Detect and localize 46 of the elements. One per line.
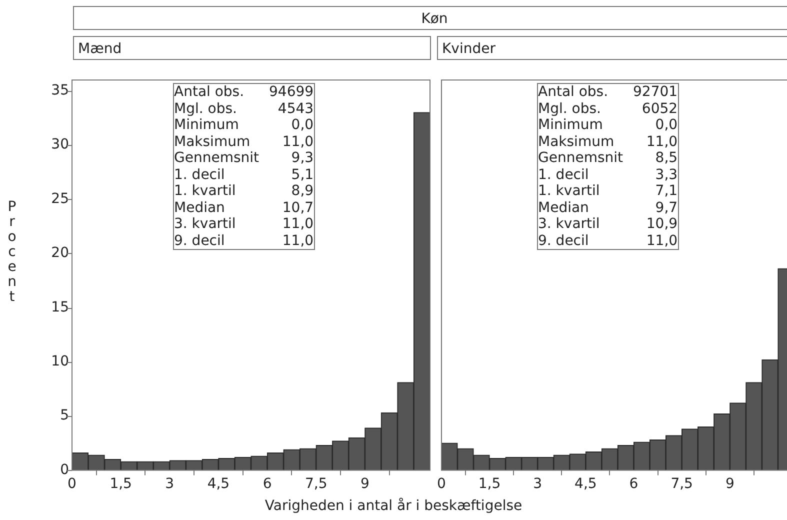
text: Median 9,7 — [538, 200, 678, 216]
text: 3. kvartil 11,0 — [174, 216, 314, 232]
text: 3. kvartil 10,9 — [538, 216, 678, 232]
x-tick-label: 4,5 — [574, 476, 597, 492]
chart-title: Køn — [73, 6, 787, 30]
x-tick-label: 3 — [165, 476, 174, 492]
x-tick-label: 9 — [360, 476, 370, 492]
x-tick-label: 6 — [262, 476, 272, 492]
text: 1. kvartil 7,1 — [538, 183, 678, 199]
text: Minimum 0,0 — [538, 117, 678, 133]
x-tick-label: 1,5 — [110, 476, 132, 492]
text: Mgl. obs. 6052 — [538, 100, 678, 116]
y-tick-label: 20 — [51, 245, 69, 262]
x-tick-label: 0 — [436, 476, 446, 492]
text: Median 10,7 — [174, 200, 314, 216]
text: Maksimum 11,0 — [538, 134, 678, 150]
text: 1. decil 5,1 — [174, 166, 314, 182]
text: Antal obs. 92701 — [538, 84, 678, 100]
x-axis-title: Varigheden i antal år i beskæftigelse — [264, 498, 524, 514]
y-tick-label: 25 — [51, 190, 69, 207]
x-tick-label: 7,5 — [670, 476, 693, 492]
x-tick-label: 3 — [533, 476, 542, 492]
chart-subtitle: Mænd — [73, 36, 431, 60]
chart-subtitle: Kvinder — [437, 36, 787, 60]
text: Antal obs. 94699 — [174, 84, 314, 100]
text: Mgl. obs. 4543 — [174, 100, 314, 116]
x-tick-label: 7,5 — [304, 476, 328, 492]
y-tick-label: 0 — [60, 462, 69, 478]
y-axis-title: Procent — [6, 199, 18, 305]
x-tick-label: 6 — [629, 476, 638, 492]
text: 1. decil 3,3 — [538, 166, 678, 182]
y-tick-label: 15 — [51, 299, 69, 316]
text: 9. decil 11,0 — [174, 232, 314, 248]
text: 1. kvartil 8,9 — [174, 183, 314, 199]
text: 9. decil 11,0 — [538, 232, 678, 248]
text: Maksimum 11,0 — [174, 134, 314, 150]
text: Gennemsnit 8,5 — [538, 150, 678, 166]
y-tick-label: 30 — [51, 136, 69, 153]
text: Gennemsnit 9,3 — [174, 150, 314, 166]
y-tick-label: 10 — [51, 353, 69, 370]
text: Minimum 0,0 — [174, 117, 314, 133]
y-tick-label: 35 — [51, 82, 69, 98]
x-tick-label: 1,5 — [478, 476, 501, 492]
x-tick-label: 9 — [725, 476, 734, 492]
y-tick-label: 5 — [60, 408, 69, 424]
x-tick-label: 4,5 — [207, 476, 230, 492]
